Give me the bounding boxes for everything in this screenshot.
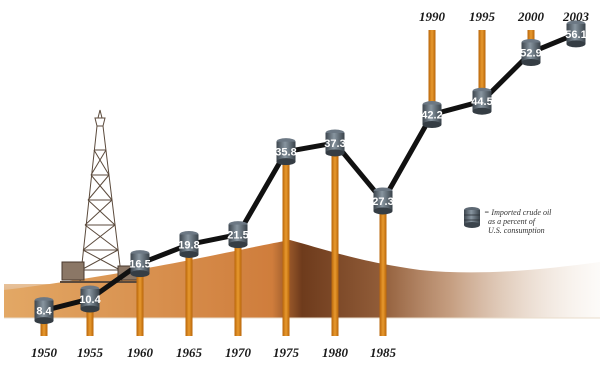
- year-label-1985: 1985: [370, 345, 397, 360]
- data-label-1995: 44.5: [471, 96, 492, 108]
- year-label-1970: 1970: [225, 345, 252, 360]
- pillar-1955: [86, 306, 94, 336]
- barrel-marker-1975: 35.8: [275, 138, 297, 166]
- barrel-marker-1950: 8.4: [34, 297, 54, 325]
- pillar-1960: [136, 271, 144, 336]
- year-label-2003: 2003: [562, 9, 590, 24]
- year-label-1960: 1960: [127, 345, 154, 360]
- data-label-1980: 37.3: [324, 138, 345, 150]
- data-label-2003: 56.1: [565, 29, 586, 41]
- pillar-1985: [379, 208, 387, 336]
- barrel-marker-1955: 10.4: [79, 285, 102, 313]
- barrel-marker-1995: 44.5: [471, 87, 493, 115]
- year-label-1975: 1975: [273, 345, 300, 360]
- data-label-1965: 19.8: [178, 239, 199, 251]
- pillar-1980: [331, 150, 339, 336]
- year-label-1990: 1990: [419, 9, 446, 24]
- year-label-1950: 1950: [31, 345, 58, 360]
- pillar-1995: [478, 30, 486, 92]
- pillar-1965: [185, 252, 193, 336]
- pillar-2000: [527, 30, 535, 43]
- data-label-1970: 21.5: [227, 230, 248, 242]
- data-label-1990: 42.2: [421, 110, 442, 122]
- data-label-1960: 16.5: [129, 259, 150, 271]
- pillar-1950: [40, 318, 48, 336]
- barrel-marker-1960: 16.5: [129, 250, 151, 278]
- data-markers: 8.4 10.4 16.5 19.8 21.5 35.8 37.3 27.3 42.2 44.5 5…: [34, 20, 587, 325]
- data-label-1985: 27.3: [372, 196, 393, 208]
- barrel-marker-1985: 27.3: [372, 187, 394, 215]
- data-label-1955: 10.4: [79, 294, 101, 306]
- desert-background: [4, 230, 600, 320]
- legend-barrel-icon: [464, 207, 480, 228]
- legend-line-1: = Imported crude oil: [484, 208, 552, 217]
- year-label-1995: 1995: [469, 9, 496, 24]
- barrel-marker-1980: 37.3: [324, 129, 346, 157]
- data-label-1950: 8.4: [36, 306, 52, 318]
- legend-line-3: U.S. consumption: [488, 226, 545, 235]
- barrel-marker-1970: 21.5: [227, 221, 249, 249]
- year-label-1955: 1955: [77, 345, 104, 360]
- pillar-1990: [428, 30, 436, 105]
- data-label-1975: 35.8: [275, 147, 296, 159]
- year-pillars: [40, 30, 535, 336]
- oil-derrick-illustration: [60, 109, 140, 283]
- pillar-1975: [282, 159, 290, 336]
- barrel-marker-1965: 19.8: [178, 230, 200, 258]
- legend: = Imported crude oil as a percent of U.S…: [464, 207, 552, 235]
- x-axis-labels: 1950 1955 1960 1965 1970 1975 1980 1985 1990 1995…: [31, 9, 590, 360]
- barrel-marker-2003: 56.1: [565, 20, 587, 48]
- legend-line-2: as a percent of: [488, 217, 537, 226]
- year-label-1980: 1980: [322, 345, 349, 360]
- barrel-marker-2000: 52.9: [520, 38, 542, 66]
- data-label-2000: 52.9: [520, 47, 541, 59]
- barrel-marker-1990: 42.2: [421, 101, 443, 129]
- year-label-2000: 2000: [517, 9, 545, 24]
- year-label-1965: 1965: [176, 345, 203, 360]
- pillar-1970: [234, 242, 242, 336]
